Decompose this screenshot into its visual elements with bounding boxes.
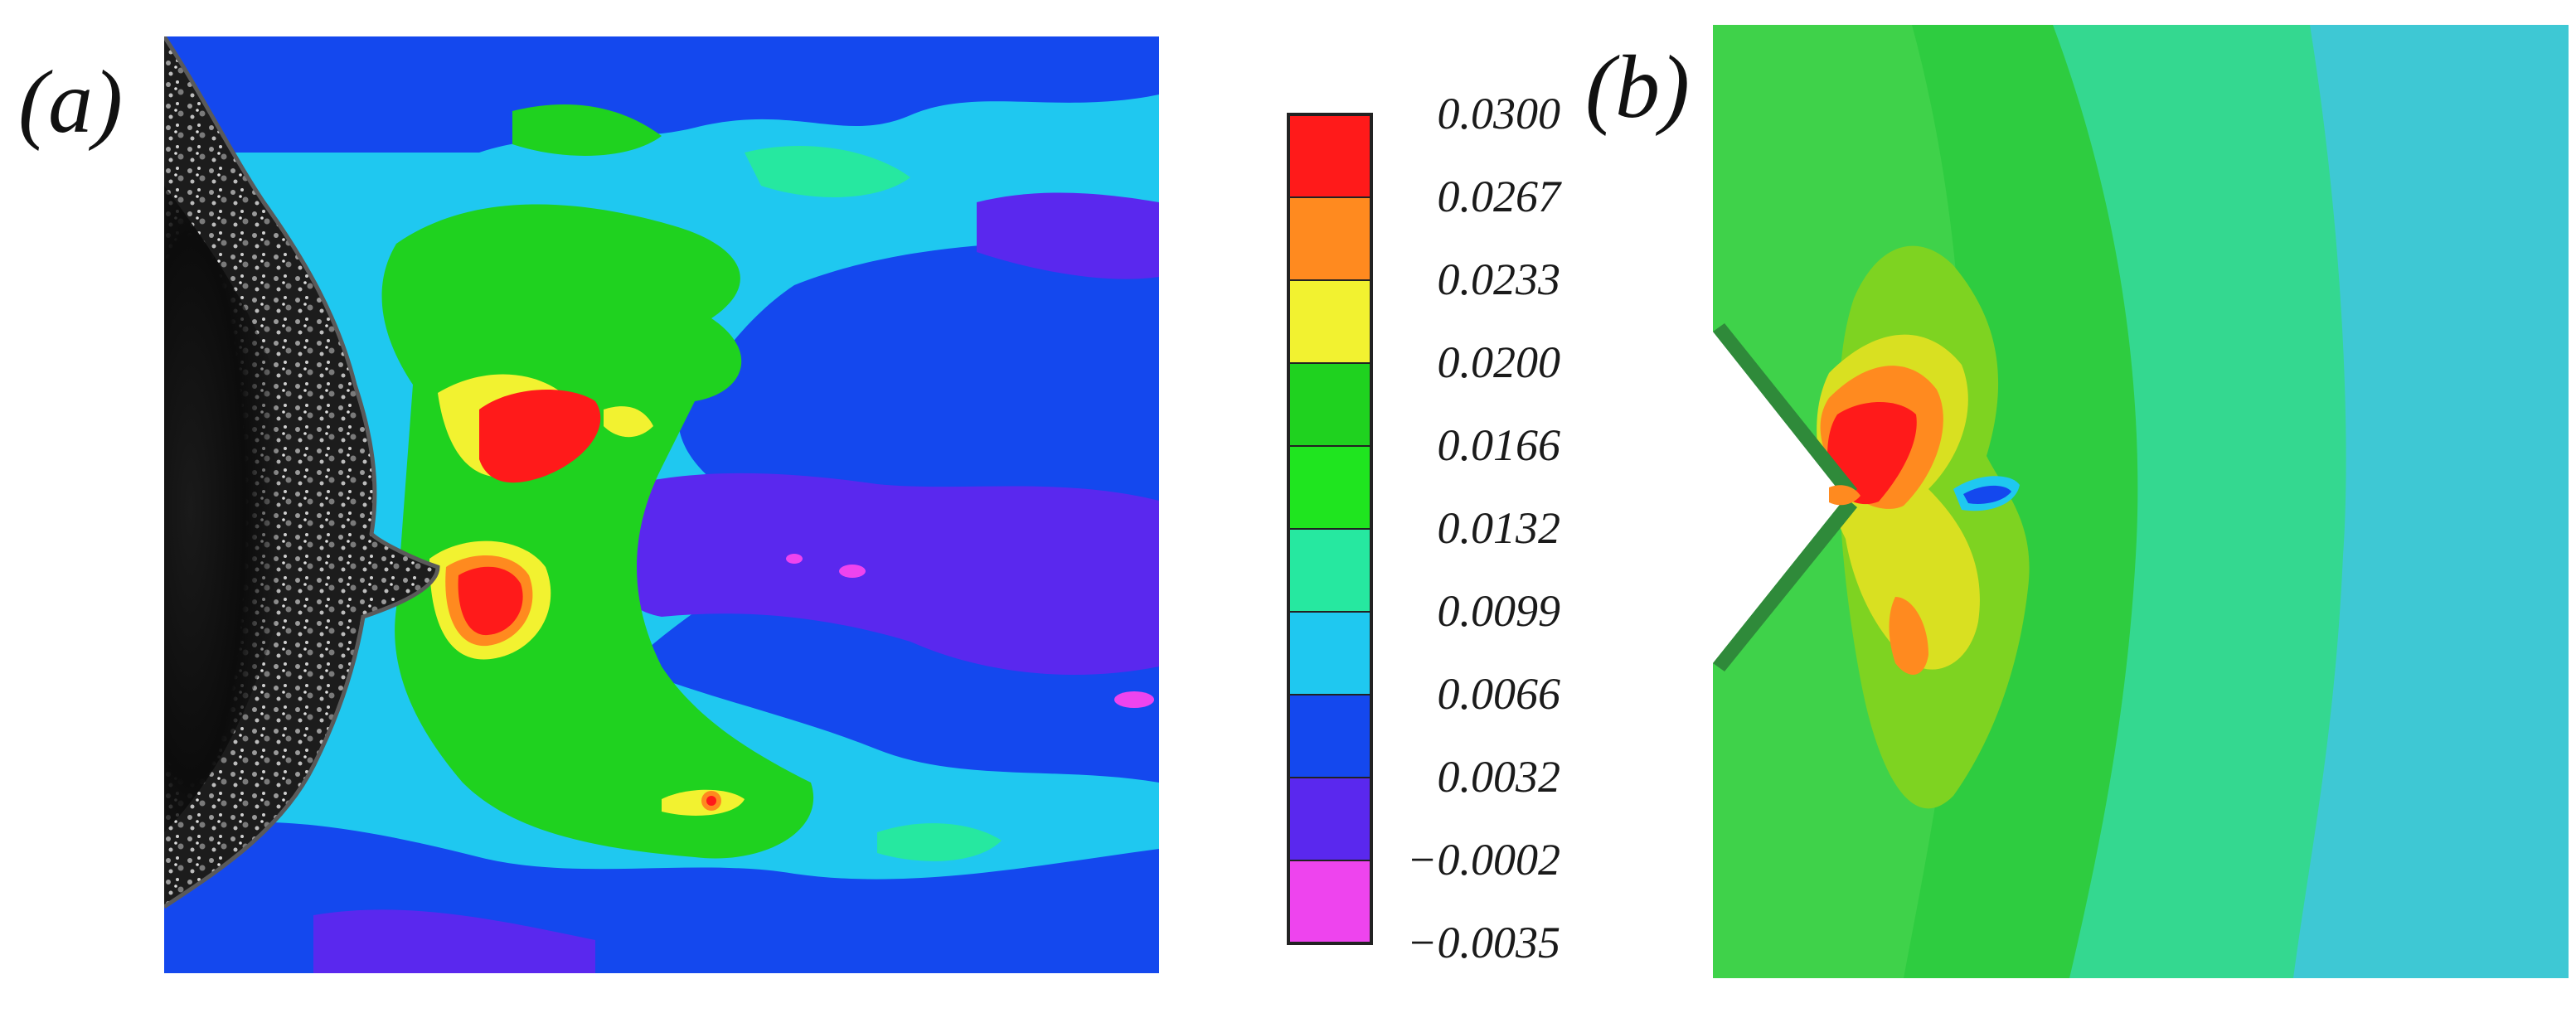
colorbar-band bbox=[1288, 362, 1372, 447]
colorbar-band bbox=[1288, 860, 1372, 944]
colorbar-band bbox=[1288, 279, 1372, 364]
colorbar-tick-label: −0.0035 bbox=[1407, 918, 1560, 967]
colorbar-tick-label: 0.0300 bbox=[1437, 89, 1561, 138]
colorbar-tick-label: 0.0200 bbox=[1437, 337, 1561, 387]
colorbar-band bbox=[1288, 528, 1372, 613]
colorbar-tick-label: 0.0166 bbox=[1437, 420, 1561, 470]
colorbar-tick-label: 0.0099 bbox=[1437, 586, 1561, 636]
colorbar-tick-label: 0.0267 bbox=[1437, 172, 1561, 221]
colorbar-tick-label: 0.0132 bbox=[1437, 503, 1561, 553]
dic-strain-map bbox=[164, 36, 1159, 973]
fem-strain-map bbox=[1713, 25, 2569, 978]
panel-a-label: (a) bbox=[18, 53, 123, 152]
colorbar-tick-label: 0.0032 bbox=[1437, 752, 1561, 802]
colorbar-band bbox=[1288, 777, 1372, 861]
colorbar-band bbox=[1288, 196, 1372, 281]
colorbar-tick-label: −0.0002 bbox=[1407, 835, 1560, 885]
colorbar-band bbox=[1288, 114, 1372, 198]
panel-b-label: (b) bbox=[1585, 38, 1690, 137]
colorbar-band bbox=[1288, 611, 1372, 696]
colorbar bbox=[1287, 113, 1373, 945]
colorbar-band bbox=[1288, 694, 1372, 778]
colorbar-band bbox=[1288, 445, 1372, 530]
colorbar-tick-label: 0.0233 bbox=[1437, 254, 1561, 304]
colorbar-tick-label: 0.0066 bbox=[1437, 669, 1561, 719]
